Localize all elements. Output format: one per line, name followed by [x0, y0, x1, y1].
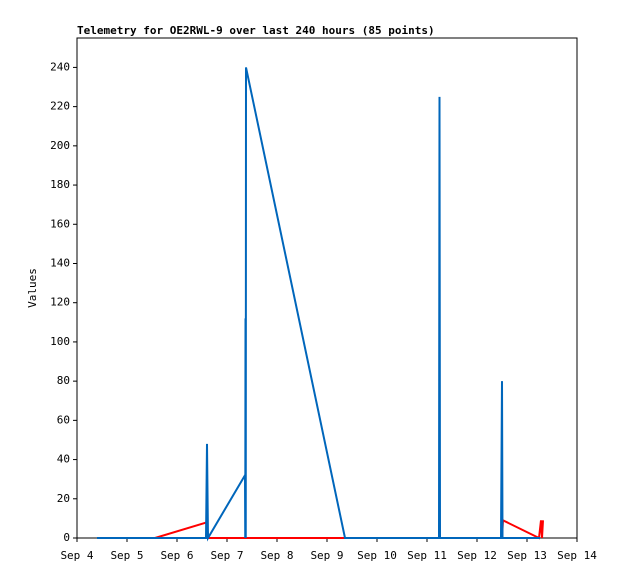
line-series: [97, 67, 540, 542]
x-tick-label: Sep 5: [110, 549, 143, 562]
y-tick-label: 140: [50, 256, 70, 269]
y-tick-label: 80: [57, 374, 70, 387]
y-tick-label: 40: [57, 453, 70, 466]
y-tick-label: 20: [57, 492, 70, 505]
x-tick-label: Sep 4: [60, 549, 93, 562]
x-tick-label: Sep 12: [457, 549, 497, 562]
x-tick-label: Sep 11: [407, 549, 447, 562]
y-tick-label: 0: [63, 531, 70, 544]
x-tick-label: Sep 13: [507, 549, 547, 562]
x-tick-label: Sep 7: [210, 549, 243, 562]
x-tick-label: Sep 8: [260, 549, 293, 562]
y-tick-label: 200: [50, 139, 70, 152]
x-tick-label: Sep 14: [557, 549, 597, 562]
y-tick-label: 220: [50, 100, 70, 113]
y-tick-label: 120: [50, 296, 70, 309]
x-tick-label: Sep 6: [160, 549, 193, 562]
x-tick-label: Sep 10: [357, 549, 397, 562]
y-tick-label: 160: [50, 217, 70, 230]
y-axis-label: Values: [26, 268, 39, 308]
x-tick-label: Sep 9: [310, 549, 343, 562]
y-tick-label: 240: [50, 60, 70, 73]
y-tick-label: 180: [50, 178, 70, 191]
chart-title: Telemetry for OE2RWL-9 over last 240 hou…: [77, 24, 435, 37]
y-tick-label: 60: [57, 413, 70, 426]
y-tick-label: 100: [50, 335, 70, 348]
